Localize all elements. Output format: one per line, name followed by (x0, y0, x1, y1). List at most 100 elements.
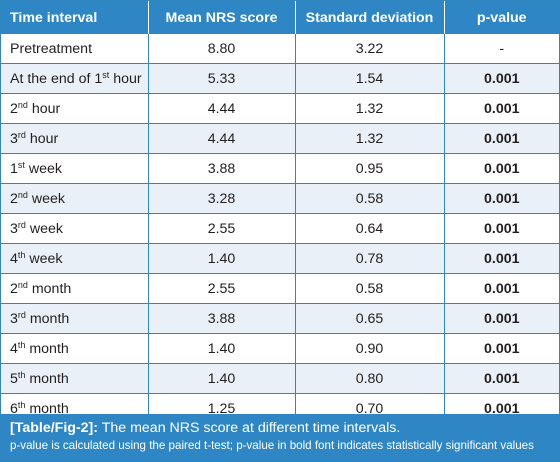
ordinal-suffix: rd (17, 219, 26, 230)
table-header-row: Time interval Mean NRS score Standard de… (1, 1, 559, 34)
cell-standard-deviation: 1.54 (295, 63, 445, 94)
cell-mean-nrs: 3.88 (148, 153, 296, 184)
cell-time-interval: 3rd month (1, 303, 149, 334)
table-row: 5th month 1.40 0.80 0.001 (1, 363, 559, 394)
cell-time-interval: 3rd week (1, 213, 149, 244)
time-unit-text: month (27, 280, 72, 297)
cell-standard-deviation: 0.64 (295, 213, 445, 244)
table-row: 4th month 1.40 0.90 0.001 (1, 333, 559, 364)
cell-standard-deviation: 0.65 (295, 303, 445, 334)
table-row: 2nd month 2.55 0.58 0.001 (1, 273, 559, 304)
cell-mean-nrs: 8.80 (148, 34, 296, 64)
ordinal-suffix: nd (17, 279, 28, 290)
time-unit-text: month (25, 310, 70, 327)
time-interval-text: 1 (10, 160, 18, 177)
cell-time-interval: 2nd month (1, 273, 149, 304)
cell-p-value: 0.001 (444, 303, 559, 334)
cell-time-interval: 3rd hour (1, 123, 149, 154)
time-interval-text: 3 (10, 130, 18, 147)
cell-mean-nrs: 1.40 (148, 363, 296, 394)
table-row: 1st week 3.88 0.95 0.001 (1, 153, 559, 184)
time-interval-text: 2 (10, 280, 18, 297)
cell-mean-nrs: 1.40 (148, 333, 296, 364)
cell-p-value: 0.001 (444, 363, 559, 394)
time-interval-text: Pretreatment (10, 40, 93, 57)
ordinal-suffix: st (102, 69, 110, 80)
cell-p-value: 0.001 (444, 333, 559, 364)
caption-title: The mean NRS score at different time int… (98, 420, 401, 436)
cell-mean-nrs: 3.28 (148, 183, 296, 214)
time-unit-text: month (25, 400, 69, 417)
table-row: At the end of 1st hour 5.33 1.54 0.001 (1, 63, 559, 94)
cell-mean-nrs: 1.40 (148, 243, 296, 274)
ordinal-suffix: th (17, 249, 26, 260)
table-body: Pretreatment 8.80 3.22- At the end of 1st h… (1, 34, 559, 424)
ordinal-suffix: th (17, 399, 26, 410)
table-row: 3rd hour 4.44 1.32 0.001 (1, 123, 559, 154)
ordinal-suffix: nd (17, 189, 28, 200)
cell-standard-deviation: 1.32 (295, 123, 445, 154)
time-interval-text: 2 (10, 190, 18, 207)
table-caption: [Table/Fig-2]: The mean NRS score at dif… (1, 414, 559, 461)
ordinal-suffix: nd (17, 99, 28, 110)
cell-p-value: 0.001 (444, 63, 559, 94)
caption-ref: [Table/Fig-2]: (10, 420, 99, 436)
cell-time-interval: 4th month (1, 333, 149, 364)
header-mean-nrs-score: Mean NRS score (148, 1, 296, 34)
cell-time-interval: 4th week (1, 243, 149, 274)
cell-time-interval: Pretreatment (1, 34, 149, 64)
cell-mean-nrs: 5.33 (148, 63, 296, 94)
cell-standard-deviation: 1.32 (295, 93, 445, 124)
time-interval-text: 6 (10, 400, 18, 417)
cell-time-interval: 2nd week (1, 183, 149, 214)
time-unit-text: hour (109, 70, 142, 87)
cell-mean-nrs: 2.55 (148, 273, 296, 304)
cell-p-value: 0.001 (444, 213, 559, 244)
ordinal-suffix: st (17, 159, 25, 170)
cell-time-interval: 2nd hour (1, 93, 149, 124)
cell-standard-deviation: 0.58 (295, 183, 445, 214)
cell-mean-nrs: 4.44 (148, 93, 296, 124)
time-unit-text: month (25, 340, 69, 357)
cell-standard-deviation: 3.22 (295, 34, 445, 64)
time-interval-text: 4 (10, 340, 18, 357)
time-unit-text: month (25, 370, 69, 387)
cell-mean-nrs: 4.44 (148, 123, 296, 154)
cell-time-interval: At the end of 1st hour (1, 63, 149, 94)
table-row: 3rd month 3.88 0.65 0.001 (1, 303, 559, 334)
cell-p-value: 0.001 (444, 183, 559, 214)
time-unit-text: week (24, 160, 62, 177)
cell-mean-nrs: 2.55 (148, 213, 296, 244)
ordinal-suffix: th (17, 339, 26, 350)
cell-p-value: 0.001 (444, 93, 559, 124)
time-unit-text: week (25, 220, 63, 237)
time-interval-text: 4 (10, 250, 18, 267)
time-unit-text: hour (25, 130, 59, 147)
table-row: 2nd week 3.28 0.58 0.001 (1, 183, 559, 214)
cell-p-value: 0.001 (444, 273, 559, 304)
time-unit-text: hour (27, 100, 61, 117)
time-interval-text: 3 (10, 310, 18, 327)
table-row: 6th month 1.25 0.70 0.001 (1, 393, 559, 424)
cell-p-value: 0.001 (444, 243, 559, 274)
cell-standard-deviation: 0.95 (295, 153, 445, 184)
caption-title-line: [Table/Fig-2]: The mean NRS score at dif… (10, 419, 559, 437)
ordinal-suffix: th (17, 369, 26, 380)
time-unit-text: week (27, 190, 65, 207)
table-row: 2nd hour 4.44 1.32 0.001 (1, 93, 559, 124)
header-p-value: p-value (444, 1, 559, 34)
header-time-interval: Time interval (1, 1, 149, 34)
cell-standard-deviation: 0.90 (295, 333, 445, 364)
table-row: 4th week 1.40 0.78 0.001 (1, 243, 559, 274)
table-row: Pretreatment 8.80 3.22- (1, 34, 559, 64)
time-interval-text: 2 (10, 100, 18, 117)
table-row: 3rd week 2.55 0.64 0.001 (1, 213, 559, 244)
cell-p-value: 0.001 (444, 123, 559, 154)
cell-p-value: - (444, 34, 559, 64)
time-interval-text: At the end of 1 (10, 70, 103, 87)
cell-p-value: 0.001 (444, 153, 559, 184)
ordinal-suffix: rd (17, 129, 26, 140)
ordinal-suffix: rd (17, 309, 26, 320)
cell-time-interval: 5th month (1, 363, 149, 394)
